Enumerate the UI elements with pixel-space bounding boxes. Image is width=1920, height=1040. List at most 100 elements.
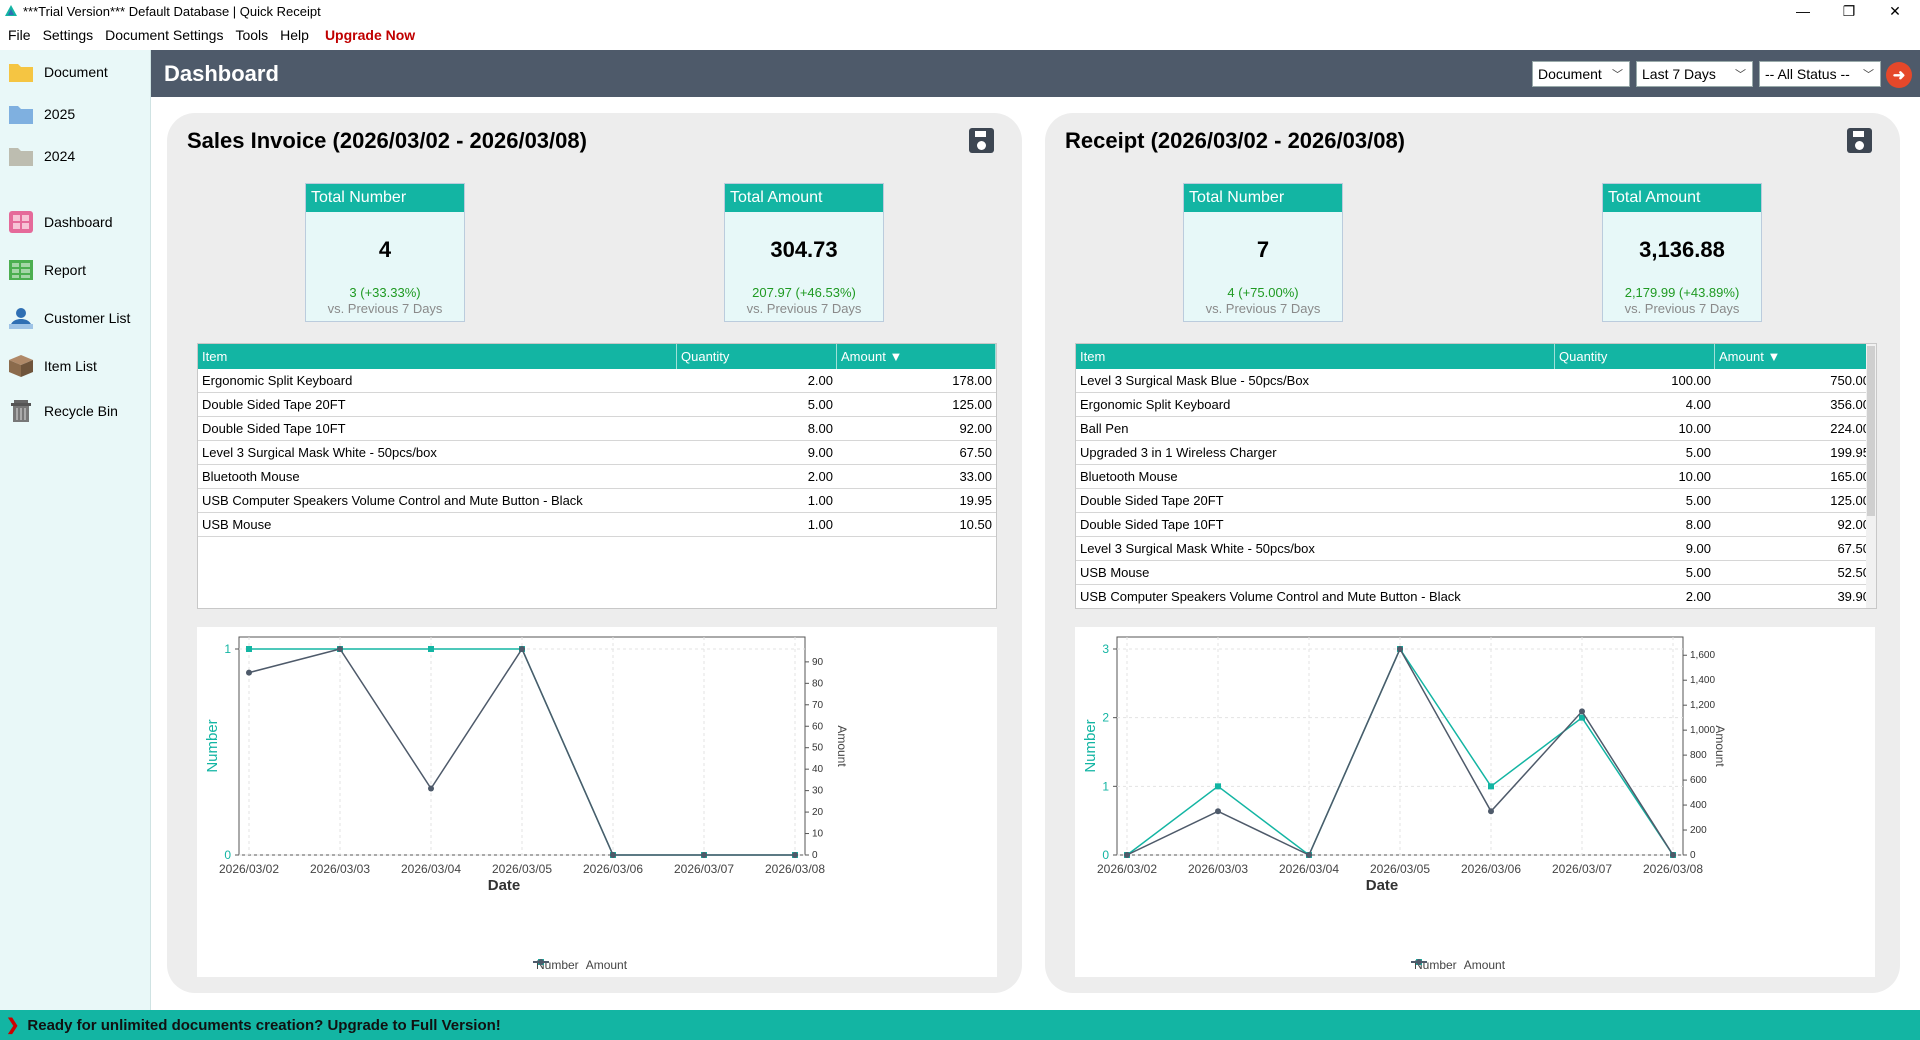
sidebar-item-customer-list[interactable]: Customer List xyxy=(0,301,150,335)
table-row[interactable]: Level 3 Surgical Mask Blue - 50pcs/Box 10… xyxy=(1076,369,1876,393)
card-label: Total Amount xyxy=(725,184,883,212)
cell-amount: 52.50 xyxy=(1837,565,1870,580)
table-row[interactable]: USB Computer Speakers Volume Control and… xyxy=(1076,585,1876,608)
table-row[interactable]: Level 3 Surgical Mask White - 50pcs/box 9… xyxy=(1076,537,1876,561)
y2-axis-label: Amount xyxy=(835,725,849,767)
column-header-amount-label: Amount xyxy=(841,349,886,364)
status-bar[interactable]: ❯ Ready for unlimited documents creation… xyxy=(0,1010,1920,1040)
y2-tick-label: 1,200 xyxy=(1690,700,1715,711)
cell-amount: 92.00 xyxy=(1837,517,1870,532)
title-bar: ***Trial Version*** Default Database | Q… xyxy=(0,0,1920,22)
panel-title: Sales Invoice (2026/03/02 - 2026/03/08) xyxy=(187,128,587,153)
cell-item: Double Sided Tape 10FT xyxy=(202,421,346,436)
sidebar-item-report[interactable]: Report xyxy=(0,253,150,287)
y-tick-label: 1 xyxy=(1102,779,1109,793)
sidebar-item-2024[interactable]: 2024 xyxy=(0,139,150,173)
column-header-quantity[interactable]: Quantity xyxy=(1555,344,1715,369)
restore-button[interactable]: ❐ xyxy=(1842,2,1856,19)
cell-amount: 33.00 xyxy=(959,469,992,484)
y2-tick-label: 50 xyxy=(812,743,824,754)
cell-amount: 92.00 xyxy=(959,421,992,436)
cell-item: Double Sided Tape 20FT xyxy=(1080,493,1224,508)
table-row[interactable]: Bluetooth Mouse 10.00 165.00 xyxy=(1076,465,1876,489)
table-row[interactable]: Double Sided Tape 20FT 5.00 125.00 xyxy=(198,393,996,417)
go-arrow-button[interactable]: ➜ xyxy=(1886,62,1912,88)
cell-item: USB Mouse xyxy=(202,517,272,532)
cell-item: Double Sided Tape 10FT xyxy=(1080,517,1224,532)
table-row[interactable]: Double Sided Tape 20FT 5.00 125.00 xyxy=(1076,489,1876,513)
legend-amount-label: Amount xyxy=(585,958,628,972)
y2-tick-label: 40 xyxy=(812,764,824,775)
upgrade-message[interactable]: Ready for unlimited documents creation? … xyxy=(27,1016,501,1034)
x-tick-label: 2026/03/05 xyxy=(492,862,552,876)
table-header: Item Quantity Amount ▼ xyxy=(198,344,996,369)
save-icon[interactable] xyxy=(969,128,994,153)
cell-quantity: 5.00 xyxy=(807,397,833,412)
menu-help[interactable]: Help xyxy=(280,27,309,43)
column-header-quantity[interactable]: Quantity xyxy=(677,344,837,369)
y-tick-label: 2 xyxy=(1102,711,1109,725)
status-select[interactable]: -- All Status -- ﹀ xyxy=(1759,61,1881,87)
table-row[interactable]: Ball Pen 10.00 224.00 xyxy=(1076,417,1876,441)
card-diff: 207.97 (+46.53%) xyxy=(752,285,856,300)
data-point-amount xyxy=(1306,852,1312,858)
chevron-right-icon: ❯ xyxy=(6,1017,20,1034)
table-row[interactable]: Level 3 Surgical Mask White - 50pcs/box 9… xyxy=(198,441,996,465)
column-header-item[interactable]: Item xyxy=(1076,344,1555,369)
table-row[interactable]: Double Sided Tape 10FT 8.00 92.00 xyxy=(1076,513,1876,537)
folder-icon xyxy=(9,106,33,124)
scrollbar-thumb[interactable] xyxy=(1867,346,1875,516)
receipt-panel: Receipt (2026/03/02 - 2026/03/08) Total … xyxy=(1045,113,1900,993)
page-title: Dashboard xyxy=(164,61,279,86)
data-point-number xyxy=(428,646,434,652)
save-icon[interactable] xyxy=(1847,128,1872,153)
y2-tick-label: 90 xyxy=(812,657,824,668)
dashboard-main: Sales Invoice (2026/03/02 - 2026/03/08) … xyxy=(151,97,1920,1010)
close-button[interactable]: ✕ xyxy=(1889,2,1901,19)
sidebar-item-dashboard[interactable]: Dashboard xyxy=(0,205,150,239)
menu-upgrade-now[interactable]: Upgrade Now xyxy=(324,27,416,43)
table-row[interactable]: USB Computer Speakers Volume Control and… xyxy=(198,489,996,513)
table-row[interactable]: Double Sided Tape 10FT 8.00 92.00 xyxy=(198,417,996,441)
card-diff: 3 (+33.33%) xyxy=(349,285,421,300)
sidebar-item-item-list[interactable]: Item List xyxy=(0,349,150,383)
table-row[interactable]: Ergonomic Split Keyboard 2.00 178.00 xyxy=(198,369,996,393)
table-row[interactable]: Ergonomic Split Keyboard 4.00 356.00 xyxy=(1076,393,1876,417)
sidebar: Document 2025 2024 Dashboard Report Cust xyxy=(0,50,151,1010)
legend-amount-marker xyxy=(1411,959,1427,965)
column-header-item[interactable]: Item xyxy=(198,344,677,369)
period-select[interactable]: Last 7 Days ﹀ xyxy=(1636,61,1753,87)
y2-tick-label: 80 xyxy=(812,678,824,689)
sidebar-item-2025[interactable]: 2025 xyxy=(0,97,150,131)
cell-amount: 10.50 xyxy=(959,517,992,532)
y2-tick-label: 70 xyxy=(812,700,824,711)
legend-amount-label: Amount xyxy=(1463,958,1506,972)
app-icon xyxy=(5,5,17,16)
cell-quantity: 8.00 xyxy=(807,421,833,436)
document-type-select[interactable]: Document ﹀ xyxy=(1532,61,1630,87)
cell-amount: 19.95 xyxy=(959,493,992,508)
column-header-amount[interactable]: Amount ▼ xyxy=(837,344,996,369)
card-label: Total Number xyxy=(1184,184,1342,212)
minimize-button[interactable]: — xyxy=(1796,3,1810,19)
sidebar-item-document[interactable]: Document xyxy=(0,55,150,89)
table-row[interactable]: USB Mouse 1.00 10.50 xyxy=(198,513,996,537)
card-diff: 2,179.99 (+43.89%) xyxy=(1624,285,1740,300)
cell-item: Upgraded 3 in 1 Wireless Charger xyxy=(1080,445,1277,460)
menu-file[interactable]: File xyxy=(8,27,31,43)
table-row[interactable]: USB Mouse 5.00 52.50 xyxy=(1076,561,1876,585)
x-tick-label: 2026/03/07 xyxy=(674,862,734,876)
menu-settings[interactable]: Settings xyxy=(42,27,94,43)
table-scrollbar[interactable] xyxy=(1866,344,1876,608)
chart-legend: Number Amount xyxy=(533,957,627,973)
menu-tools[interactable]: Tools xyxy=(235,27,269,43)
sales-chart: 2026/03/02 2026/03/03 2026/03/04 2026/03/05… xyxy=(197,627,997,977)
menu-document-settings[interactable]: Document Settings xyxy=(105,27,224,43)
folder-icon xyxy=(9,64,33,82)
column-header-amount[interactable]: Amount ▼ xyxy=(1715,344,1874,369)
table-row[interactable]: Bluetooth Mouse 2.00 33.00 xyxy=(198,465,996,489)
sidebar-item-recycle-bin[interactable]: Recycle Bin xyxy=(0,394,150,428)
dashboard-icon xyxy=(9,211,33,233)
dashboard-header: Dashboard Document ﹀ Last 7 Days ﹀ -- Al… xyxy=(151,50,1920,97)
table-row[interactable]: Upgraded 3 in 1 Wireless Charger 5.00 199.… xyxy=(1076,441,1876,465)
